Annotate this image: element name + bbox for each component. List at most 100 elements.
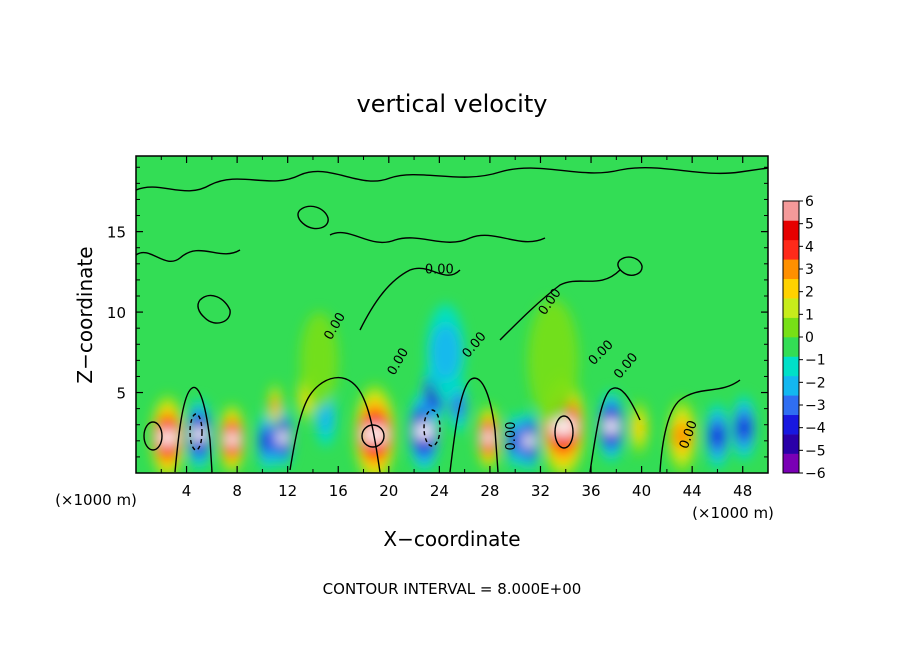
field-band xyxy=(481,431,496,444)
x-tick-label: 20 xyxy=(379,482,398,500)
plot-area: 0.000.000.000.000.000.000.000.000.00 xyxy=(136,156,768,473)
downdraft-cell xyxy=(732,395,756,461)
updraft-cell xyxy=(527,299,579,422)
colorbar-tick-label: 2 xyxy=(805,285,814,301)
downdraft-cell xyxy=(426,304,465,401)
y-axis: 5 10 15 xyxy=(107,166,768,458)
y-tick-label: 10 xyxy=(107,304,126,322)
field-band xyxy=(191,426,208,443)
colorbar-swatch xyxy=(783,414,799,435)
colorbar-swatch xyxy=(783,317,799,338)
updraft-cell xyxy=(477,404,501,471)
x-tick-label: 12 xyxy=(278,482,297,500)
contour-label: 0.00 xyxy=(504,422,519,451)
x-tick-label: 24 xyxy=(430,482,449,500)
colorbar-tick-label: −6 xyxy=(805,466,826,482)
colorbar-tick-label: 3 xyxy=(805,262,814,278)
field-band xyxy=(522,434,536,448)
colorbar-swatch xyxy=(783,278,799,299)
x-unit-right: (×1000 m) xyxy=(692,504,774,522)
field-band xyxy=(672,423,692,449)
contour-line xyxy=(197,294,231,324)
x-tick-label: 48 xyxy=(733,482,752,500)
x-tick-label: 4 xyxy=(182,482,192,500)
colorbar-tick-label: −3 xyxy=(805,398,826,414)
x-tick-label: 32 xyxy=(531,482,550,500)
contour-label: 0.00 xyxy=(425,262,454,277)
colorbar-swatch xyxy=(783,395,799,416)
colorbar-tick-label: 0 xyxy=(805,330,814,346)
x-tick-label: 8 xyxy=(232,482,242,500)
colorbar-swatch xyxy=(783,434,799,454)
field-band xyxy=(430,324,462,381)
contour-line xyxy=(136,249,241,263)
field-band xyxy=(300,312,339,409)
x-tick-label: 36 xyxy=(581,482,600,500)
field-band xyxy=(736,417,752,439)
field-band xyxy=(276,430,290,445)
contour-line xyxy=(136,167,768,192)
updraft-cell xyxy=(300,312,339,409)
colorbar-swatch xyxy=(783,453,799,474)
colorbar-swatch xyxy=(783,220,799,241)
contour-line xyxy=(289,376,381,473)
contour-lines xyxy=(136,167,768,473)
plot-frame xyxy=(135,155,769,474)
contour-line xyxy=(423,409,441,447)
downdraft-cell xyxy=(506,413,524,469)
colorbar-tick-label: 6 xyxy=(805,194,814,210)
y-tick-label: 15 xyxy=(107,224,126,242)
colorbar-swatch xyxy=(783,201,799,221)
contour-line xyxy=(449,377,499,473)
colorbar: 6 5 4 3 2 1 0 −1 −2 −3 −4 −5 −6 xyxy=(782,194,826,482)
field-band xyxy=(509,432,522,450)
colorbar-tick-label: −4 xyxy=(805,421,826,437)
downdraft-cell xyxy=(519,410,540,472)
contour-line xyxy=(174,386,213,473)
colorbar-swatch xyxy=(783,239,799,260)
updraft-cell xyxy=(668,398,696,473)
contour-line xyxy=(617,256,643,276)
updraft-cell xyxy=(268,382,282,428)
field-band xyxy=(224,432,241,446)
contour-line xyxy=(589,387,641,473)
x-tick-label: 44 xyxy=(683,482,702,500)
field-band xyxy=(527,299,579,422)
field-band xyxy=(632,416,646,440)
y-tick-label: 5 xyxy=(116,385,126,403)
colorbar-tick-label: 4 xyxy=(805,239,814,255)
contour-line xyxy=(499,269,621,341)
x-axis-title: X−coordinate xyxy=(383,527,520,551)
field-band xyxy=(260,431,275,451)
contour-line xyxy=(359,267,461,331)
field-band xyxy=(709,425,726,447)
x-tick-label: 40 xyxy=(632,482,651,500)
contour-interval-note: CONTOUR INTERVAL = 8.000E+00 xyxy=(323,580,582,598)
colorbar-tick-label: 1 xyxy=(805,307,814,323)
contour-line xyxy=(554,415,574,449)
x-tick-label: 28 xyxy=(480,482,499,500)
contour-line xyxy=(297,205,329,230)
contour-line xyxy=(659,379,741,473)
downdraft-cell xyxy=(598,390,624,462)
colorbar-tick-label: −2 xyxy=(805,375,826,391)
x-unit-left: (×1000 m) xyxy=(55,491,137,509)
colorbar-swatch xyxy=(783,259,799,280)
contour-line xyxy=(143,421,163,451)
updraft-cell xyxy=(630,400,648,456)
velocity-field xyxy=(151,299,756,473)
contour-line xyxy=(361,424,385,448)
colorbar-swatch xyxy=(783,298,799,318)
x-tick-label: 16 xyxy=(329,482,348,500)
colorbar-tick-label: −1 xyxy=(805,353,826,369)
field-band xyxy=(270,398,280,413)
colorbar-tick-label: 5 xyxy=(805,217,814,233)
chart-title: vertical velocity xyxy=(357,90,548,118)
colorbar-swatch xyxy=(783,375,799,396)
x-axis: 4 8 12 16 20 24 28 32 36 40 44 48 xyxy=(160,156,752,500)
downdraft-cell xyxy=(186,398,212,470)
downdraft-cell xyxy=(706,403,729,469)
colorbar-swatch xyxy=(783,337,799,357)
contour-line xyxy=(329,231,546,244)
